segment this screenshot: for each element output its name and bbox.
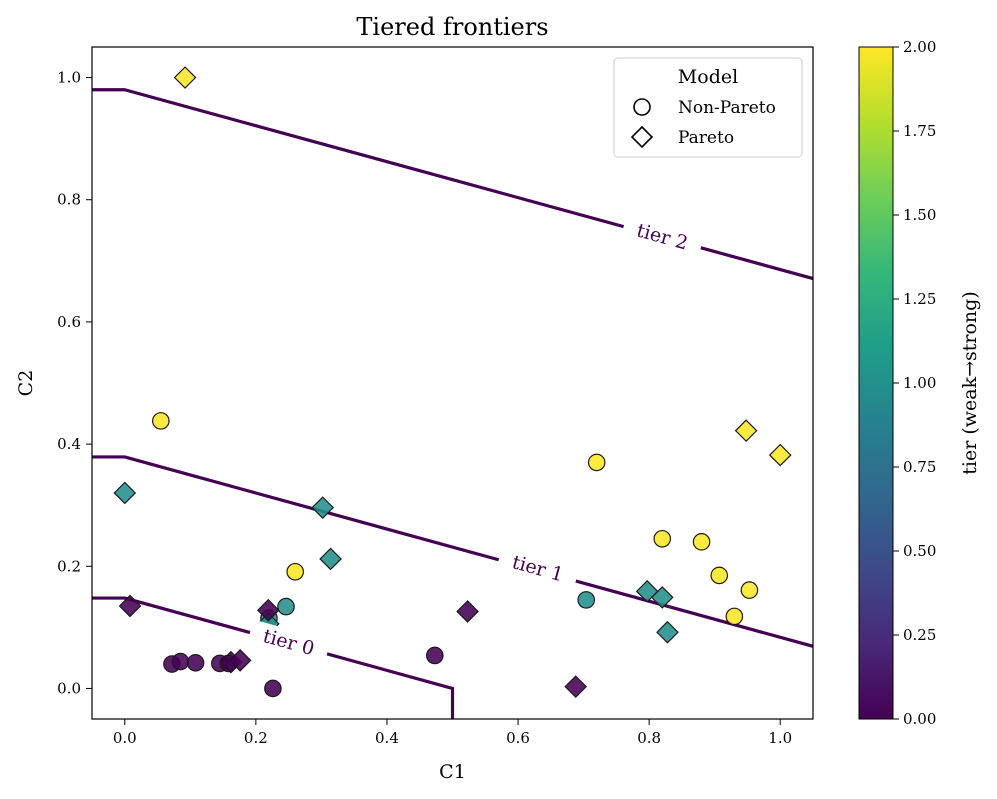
non-pareto-point: [152, 412, 170, 430]
plot-frame: [91, 46, 814, 720]
colorbar-tick-label: 1.50: [903, 206, 936, 224]
colorbar-ticks: 0.00 0.25 0.50 0.75 1.00 1.25 1.50 1.75 2.00: [893, 38, 936, 728]
non-pareto-point: [426, 646, 444, 665]
colorbar-tick-label: 1.25: [903, 290, 936, 308]
pareto-point: [256, 598, 280, 622]
x-tick-label: 0.4: [375, 729, 399, 747]
y-tick-label: 0.0: [57, 679, 81, 697]
frontier-label-tier-0: tier 0: [246, 619, 331, 666]
non-pareto-point: [264, 679, 282, 698]
x-tick-label: 0.0: [113, 729, 137, 747]
y-tick-label: 0.2: [57, 557, 81, 575]
colorbar-tick-label: 0.00: [903, 710, 936, 728]
frontier-lines: [92, 88, 813, 719]
colorbar-tick-label: 0.75: [903, 458, 936, 476]
frontier-line-tier-2: [92, 88, 813, 281]
non-pareto-point: [286, 562, 304, 581]
legend-circle-marker: [633, 98, 651, 116]
pareto-point: [656, 620, 679, 644]
y-tick-label: 1.0: [57, 69, 81, 87]
y-tick-label: 0.6: [57, 313, 81, 331]
non-pareto-point: [710, 566, 729, 585]
pareto-point: [456, 600, 479, 623]
x-axis: 0.0 0.2 0.4 0.6 0.8 1.0: [113, 719, 792, 747]
pareto-point: [173, 66, 197, 89]
legend: Model Non-Pareto Pareto: [613, 57, 803, 158]
pareto-point: [228, 649, 252, 672]
x-tick-label: 1.0: [768, 729, 792, 747]
legend-label-non-pareto: Non-Pareto: [678, 98, 776, 118]
frontier-label-gap: [246, 619, 331, 666]
x-axis-label: C1: [439, 761, 466, 783]
non-pareto-point: [186, 653, 205, 672]
y-axis-label: C2: [15, 370, 37, 397]
pareto-point: [650, 586, 674, 609]
non-pareto-point: [725, 607, 744, 626]
colorbar-tick-label: 2.00: [903, 38, 936, 56]
pareto-point: [768, 443, 792, 467]
non-pareto-point: [740, 581, 759, 599]
pareto-point: [734, 419, 758, 442]
frontier-label-gap: [620, 213, 705, 261]
legend-title: Model: [678, 66, 738, 88]
colorbar-tick-label: 1.00: [903, 374, 936, 392]
colorbar-tick-label: 0.50: [903, 542, 936, 560]
frontier-line-tier-1: [92, 455, 813, 648]
non-pareto-point: [577, 591, 596, 609]
pareto-point: [319, 547, 342, 571]
legend-box: [613, 57, 803, 158]
non-pareto-point: [653, 529, 672, 548]
y-tick-label: 0.4: [57, 435, 81, 453]
frontier-label-gap: [495, 545, 580, 592]
pareto-point: [564, 675, 588, 698]
frontier-label-tier-2: tier 2: [620, 213, 705, 261]
x-tick-label: 0.8: [637, 729, 661, 747]
data-markers: [113, 66, 792, 698]
chart-title: Tiered frontiers: [356, 13, 548, 41]
non-pareto-point: [692, 533, 711, 551]
legend-label-pareto: Pareto: [678, 128, 734, 148]
colorbar-gradient: [858, 46, 894, 720]
colorbar-label: tier (weak→strong): [959, 291, 981, 474]
colorbar: 0.00 0.25 0.50 0.75 1.00 1.25 1.50 1.75 2.00 tie…: [858, 38, 981, 728]
non-pareto-point: [171, 652, 190, 671]
colorbar-tick-label: 1.75: [903, 122, 936, 140]
x-tick-label: 0.2: [244, 729, 268, 747]
pareto-point: [118, 594, 142, 618]
pareto-point: [311, 496, 335, 519]
legend-diamond-marker: [630, 125, 654, 149]
x-tick-label: 0.6: [506, 729, 530, 747]
colorbar-tick-label: 0.25: [903, 626, 936, 644]
non-pareto-point: [587, 453, 606, 472]
pareto-point: [113, 481, 137, 505]
non-pareto-point: [277, 597, 295, 616]
y-axis: 0.0 0.2 0.4 0.6 0.8 1.0: [57, 69, 92, 697]
frontier-label-tier-1: tier 1: [495, 545, 580, 592]
y-tick-label: 0.8: [57, 191, 81, 209]
